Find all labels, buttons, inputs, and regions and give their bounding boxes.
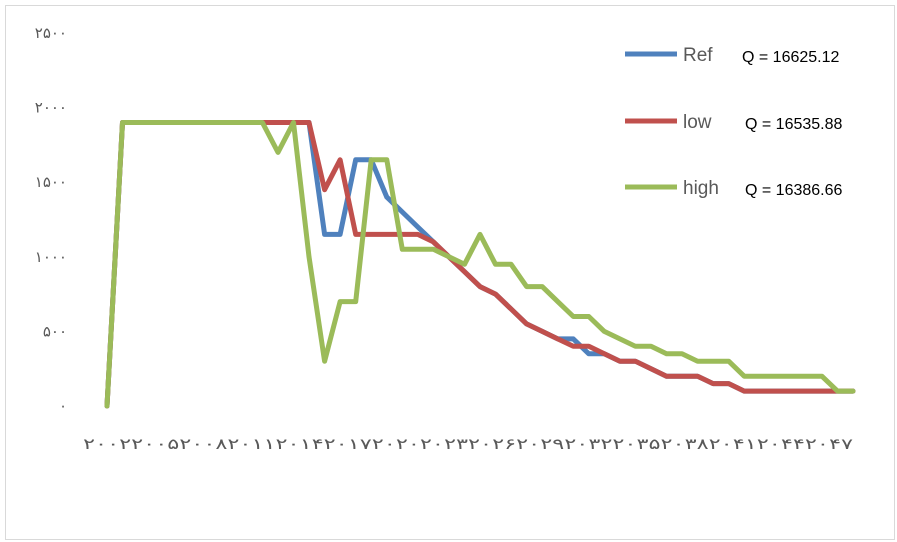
- legend: Ref Q = 16625.12 low Q = 16535.88 high Q = 16…: [625, 45, 843, 199]
- chart-frame: [5, 5, 895, 540]
- legend-label-high: high: [683, 178, 719, 199]
- legend-label-low: low: [683, 112, 712, 133]
- y-tick-label: ۲۵۰۰: [35, 24, 67, 42]
- series-line-ref: [104, 120, 856, 409]
- y-axis: ۰ ۵۰۰ ۱۰۰۰ ۱۵۰۰ ۲۰۰۰ ۲۵۰۰: [35, 24, 67, 415]
- y-tick-label: ۲۰۰۰: [35, 99, 67, 117]
- y-tick-label: ۱۵۰۰: [35, 173, 67, 191]
- q-value-label-ref: Q = 16625.12: [742, 49, 840, 66]
- y-tick-label: ۰: [59, 397, 67, 415]
- x-axis: ۲۰۰۲۲۰۰۵۲۰۰۸۲۰۱۱۲۰۱۴۲۰۱۷۲۰۲۰۲۰۲۳۲۰۲۶۲۰۲۹…: [83, 435, 853, 453]
- q-value-label-low: Q = 16535.88: [745, 116, 843, 133]
- q-value-label-high: Q = 16386.66: [745, 182, 843, 199]
- y-tick-label: ۱۰۰۰: [35, 248, 67, 266]
- legend-label-ref: Ref: [683, 45, 713, 66]
- series-line-low: [104, 120, 856, 409]
- x-axis-tick-labels: ۲۰۰۲۲۰۰۵۲۰۰۸۲۰۱۱۲۰۱۴۲۰۱۷۲۰۲۰۲۰۲۳۲۰۲۶۲۰۲۹…: [83, 435, 853, 453]
- y-tick-label: ۵۰۰: [43, 322, 67, 340]
- plot-area: [104, 120, 856, 409]
- series-line-high: [104, 120, 856, 409]
